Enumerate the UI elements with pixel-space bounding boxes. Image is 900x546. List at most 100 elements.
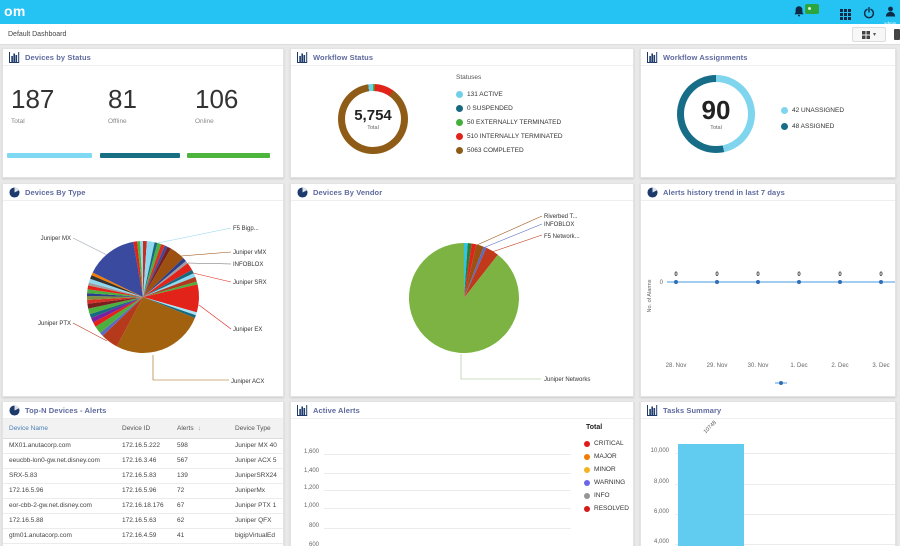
pie-chart-icon — [9, 404, 20, 416]
stat-underline-bar — [100, 153, 180, 158]
legend-item[interactable]: MAJOR — [584, 450, 629, 463]
workflow-assignments-donut[interactable]: 90 Total — [677, 75, 755, 153]
legend-item[interactable]: 50 EXTERNALLY TERMINATED — [456, 115, 563, 129]
workflow-status-donut[interactable]: 5,754 Total — [338, 84, 408, 154]
pie-slice[interactable] — [137, 241, 143, 297]
pie-slice[interactable] — [133, 241, 143, 297]
power-logout-icon[interactable] — [863, 6, 875, 24]
user-avatar-icon[interactable]: admin — [884, 4, 896, 27]
table-row[interactable]: eor-cbb-2-gw.net.disney.com 172.16.18.176… — [3, 498, 283, 514]
widget-header: Workflow Status — [291, 49, 633, 66]
column-header-device-type[interactable]: Device Type — [229, 419, 283, 439]
legend-item[interactable]: 510 INTERNALLY TERMINATED — [456, 129, 563, 143]
data-point[interactable] — [879, 280, 883, 284]
tasks-bar[interactable] — [678, 444, 744, 546]
legend-item[interactable]: WARNING — [584, 476, 629, 489]
data-point[interactable] — [797, 280, 801, 284]
pie-slice[interactable] — [143, 240, 147, 297]
pie-slice[interactable] — [100, 297, 143, 336]
pie-slice[interactable] — [143, 258, 186, 297]
table-row[interactable]: gtm01.anutacorp.com 172.16.4.59 41 bigipVir… — [3, 528, 283, 544]
column-header-device-name[interactable]: Device Name — [3, 419, 116, 439]
pie-slice[interactable] — [93, 297, 143, 327]
pie-label: Juniper ACX — [231, 379, 264, 385]
pie-slice[interactable] — [89, 297, 143, 318]
stat-value: 81 — [108, 84, 137, 114]
pie-slice[interactable] — [143, 244, 165, 297]
legend-item[interactable]: CRITICAL — [584, 437, 629, 450]
table-row[interactable]: 172.16.5.88 172.16.5.63 62 Juniper QFX — [3, 513, 283, 529]
pie-slice[interactable] — [87, 297, 143, 309]
pie-slice[interactable] — [91, 272, 144, 298]
table-cell: 139 — [171, 468, 229, 484]
pie-slice[interactable] — [87, 293, 143, 297]
pie-slice[interactable] — [87, 289, 143, 297]
pie-slice[interactable] — [143, 281, 198, 297]
pie-slice[interactable] — [143, 242, 162, 297]
layout-selector-button[interactable]: ▾ — [852, 27, 886, 42]
devices-by-status-body: 187 Total 81 Offline 106 Online — [3, 66, 283, 177]
gridline — [675, 544, 895, 545]
legend-item[interactable]: 48 ASSIGNED — [781, 118, 844, 134]
table-cell: 62 — [171, 513, 229, 529]
pie-slice[interactable] — [95, 297, 144, 333]
data-point[interactable] — [715, 280, 719, 284]
pie-slice[interactable] — [143, 269, 194, 297]
pie-slice[interactable] — [143, 261, 188, 297]
table-row[interactable]: MX01.anutacorp.com 172.16.5.222 598 Juniper… — [3, 438, 283, 454]
column-header-alerts[interactable]: Alerts ↓ — [171, 419, 229, 439]
pie-slice[interactable] — [140, 241, 143, 297]
table-cell: eor-cbb-2-gw.net.disney.com — [3, 498, 116, 514]
table-row[interactable]: SRX-5.83 172.16.5.83 139 JuniperSRX24 — [3, 468, 283, 484]
pie-slice[interactable] — [464, 244, 484, 298]
table-row[interactable]: 172.16.5.96 172.16.5.96 72 JuniperMx — [3, 483, 283, 499]
pie-slice[interactable] — [143, 276, 197, 297]
column-header-device-id[interactable]: Device ID — [116, 419, 171, 439]
pie-slice[interactable] — [143, 248, 184, 298]
pie-slice[interactable] — [91, 297, 143, 323]
pie-slice[interactable] — [92, 241, 143, 297]
pie-slice[interactable] — [464, 246, 487, 298]
pie-slice[interactable] — [88, 278, 143, 297]
pie-slice[interactable] — [143, 245, 168, 298]
legend-label: 0 SUSPENDED — [467, 104, 513, 112]
data-point[interactable] — [674, 280, 678, 284]
pie-slice[interactable] — [143, 297, 197, 316]
legend-item[interactable]: 42 UNASSIGNED — [781, 102, 844, 118]
y-axis-tick: 4,000 — [653, 539, 669, 545]
table-cell: Juniper ACX 5 — [229, 453, 283, 469]
pie-slice[interactable] — [408, 243, 519, 353]
pie-slice[interactable] — [86, 296, 143, 300]
toolbar-edge-button[interactable] — [894, 29, 900, 40]
notifications-bell-icon[interactable] — [793, 5, 805, 23]
legend-item[interactable]: 0 SUSPENDED — [456, 101, 563, 115]
pie-slice[interactable] — [464, 247, 498, 298]
data-point[interactable] — [838, 280, 842, 284]
pie-slice[interactable] — [464, 242, 468, 298]
pie-slice[interactable] — [143, 297, 196, 318]
pie-slice[interactable] — [88, 282, 143, 298]
legend-item[interactable]: RESOLVED — [584, 502, 629, 515]
pie-slice[interactable] — [87, 285, 144, 297]
pie-slice[interactable] — [143, 284, 200, 313]
legend-item[interactable]: 131 ACTIVE — [456, 87, 563, 101]
pie-slice[interactable] — [87, 297, 143, 304]
pie-slice[interactable] — [143, 241, 155, 297]
table-row[interactable]: eeucbb-lon0-gw.net.disney.com 172.16.3.46… — [3, 453, 283, 469]
legend-item[interactable]: INFO — [584, 489, 629, 502]
pie-slice[interactable] — [90, 275, 143, 297]
legend-item[interactable]: MINOR — [584, 463, 629, 476]
pie-slice[interactable] — [102, 297, 143, 347]
pie-slice[interactable] — [143, 246, 171, 297]
pie-slice[interactable] — [143, 263, 192, 297]
pie-slice[interactable] — [464, 243, 477, 299]
pie-slice[interactable] — [464, 243, 472, 298]
pie-slice[interactable] — [116, 297, 195, 353]
table-cell: 172.16.5.96 — [116, 483, 171, 499]
pie-slice[interactable] — [143, 242, 158, 297]
pie-slice[interactable] — [143, 273, 196, 297]
pie-slice[interactable] — [88, 297, 143, 315]
data-point[interactable] — [756, 280, 760, 284]
legend-item[interactable]: 5063 COMPLETED — [456, 143, 563, 157]
apps-grid-icon[interactable] — [840, 7, 851, 25]
